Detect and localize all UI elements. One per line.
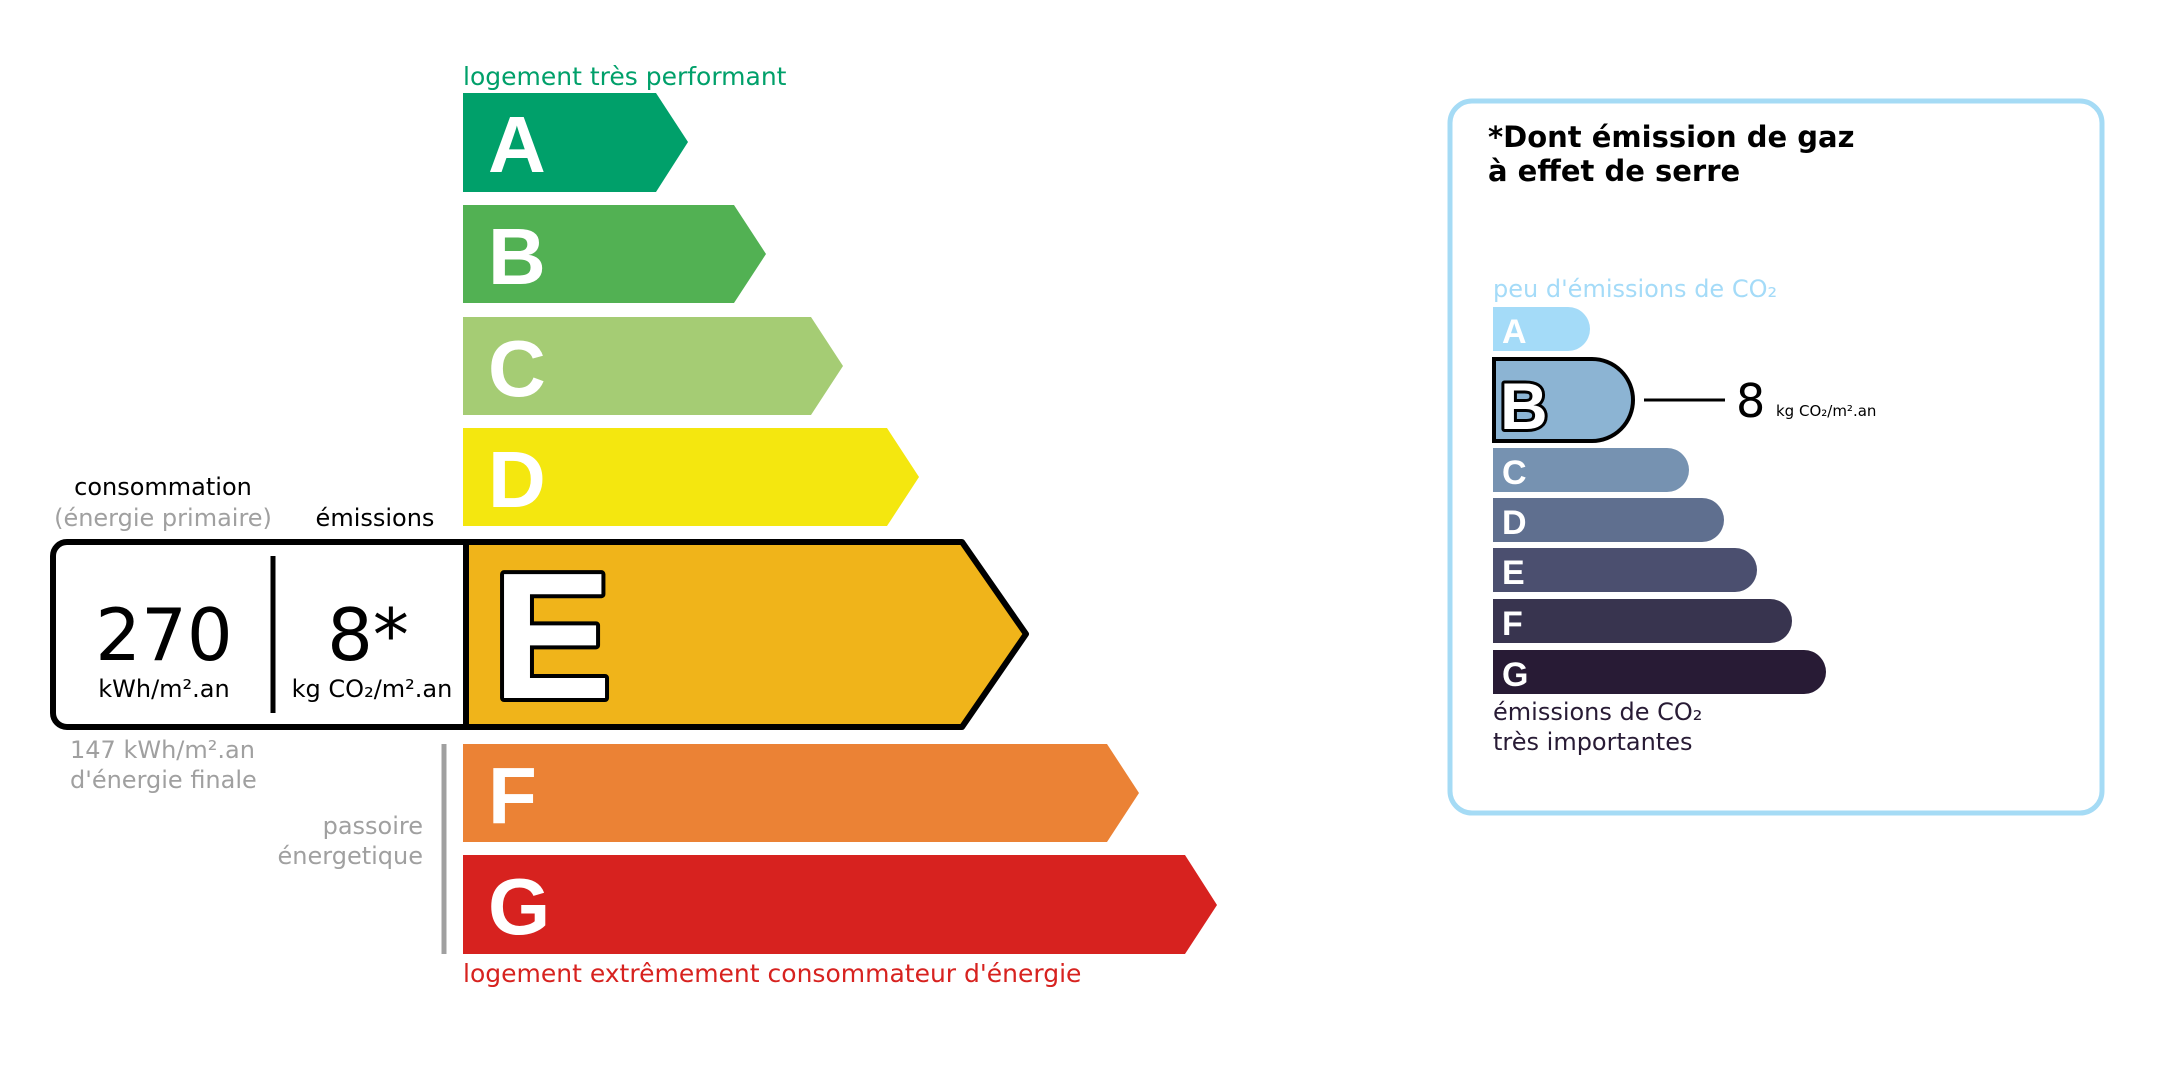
ghg-class-f: F: [1493, 599, 1792, 643]
ghg-bottom-label-1: émissions de CO₂: [1493, 698, 1702, 726]
emissions-label: émissions: [316, 504, 435, 532]
energy-class-e-current: E 270 kWh/m².an 8* kg CO₂/m².an: [50, 532, 1029, 741]
ghg-bar-c: [1493, 448, 1689, 492]
ghg-class-a: A: [1493, 307, 1590, 351]
energy-bar-e: [463, 539, 1029, 730]
energy-class-g: G: [463, 855, 1217, 954]
final-energy-value: 147 kWh/m².an: [70, 736, 255, 764]
energy-bar-a: [463, 93, 688, 192]
energy-letter-g: G: [488, 862, 550, 951]
consumption-sublabel: (énergie primaire): [54, 504, 272, 532]
ghg-class-e: E: [1493, 548, 1757, 592]
energy-letter-f: F: [488, 751, 537, 840]
energy-class-d: D: [463, 428, 919, 526]
ghg-bottom-label-2: très importantes: [1493, 728, 1693, 756]
ghg-value: 8: [1736, 374, 1765, 428]
energy-top-label: logement très performant: [463, 62, 787, 91]
energy-class-c: C: [463, 317, 843, 415]
ghg-bar-g: [1493, 650, 1826, 694]
energy-bar-b: [463, 205, 766, 303]
energy-bar-d: [463, 428, 919, 526]
energy-bar-f: [463, 744, 1139, 842]
energy-class-a: A: [463, 93, 688, 192]
ghg-letter-c: C: [1502, 454, 1527, 492]
ghg-class-b-current: B 8 kg CO₂/m².an: [1492, 357, 1876, 446]
passoire-label-2: énergetique: [278, 842, 423, 870]
energy-bottom-label: logement extrêmement consommateur d'éner…: [463, 959, 1081, 988]
energy-letter-a: A: [488, 100, 546, 189]
ghg-letter-a: A: [1502, 313, 1527, 351]
energy-class-b: B: [463, 205, 766, 303]
ghg-letter-f: F: [1502, 605, 1523, 643]
ghg-letter-g: G: [1502, 656, 1528, 694]
emissions-value: 8*: [327, 593, 409, 677]
consumption-value: 270: [95, 593, 232, 677]
energy-letter-e: E: [492, 536, 612, 737]
ghg-bar-a: [1493, 307, 1590, 351]
ghg-top-label: peu d'émissions de CO₂: [1493, 275, 1777, 303]
ghg-bar-e: [1493, 548, 1757, 592]
energy-class-f: F: [463, 744, 1139, 842]
ghg-bar-d: [1493, 498, 1724, 542]
final-energy-label: d'énergie finale: [70, 766, 257, 794]
consumption-unit: kWh/m².an: [98, 675, 229, 703]
ghg-bar-f: [1493, 599, 1792, 643]
ghg-letter-d: D: [1502, 504, 1527, 542]
ghg-class-g: G: [1493, 650, 1826, 694]
energy-bar-c: [463, 317, 843, 415]
energy-letter-d: D: [488, 435, 546, 524]
energy-letter-b: B: [488, 212, 546, 301]
ghg-class-c: C: [1493, 448, 1689, 492]
ghg-bar-b: [1492, 357, 1635, 443]
ghg-title-2: à effet de serre: [1488, 154, 1740, 188]
energy-bar-g: [463, 855, 1217, 954]
passoire-label-1: passoire: [323, 812, 423, 840]
emissions-unit: kg CO₂/m².an: [292, 675, 453, 703]
ghg-title-1: *Dont émission de gaz: [1488, 120, 1854, 154]
ghg-letter-b: B: [1500, 369, 1548, 443]
consumption-label: consommation: [74, 473, 252, 501]
ghg-class-d: D: [1493, 498, 1724, 542]
ghg-letter-e: E: [1502, 554, 1525, 592]
energy-letter-c: C: [488, 324, 546, 413]
ghg-unit: kg CO₂/m².an: [1776, 402, 1876, 420]
